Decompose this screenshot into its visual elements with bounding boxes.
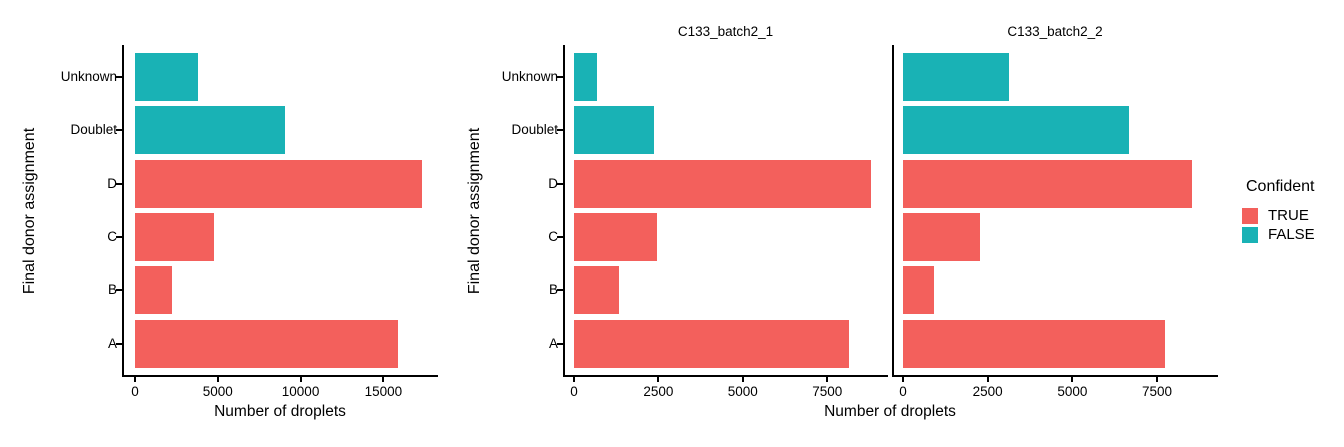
bar-b bbox=[135, 266, 173, 315]
x-axis-title-combined: Number of droplets bbox=[214, 403, 346, 420]
x-tick-mark bbox=[657, 377, 660, 382]
legend-item-true: TRUE bbox=[1242, 207, 1309, 224]
x-axis-line bbox=[122, 375, 438, 377]
facet-strip-1: C133_batch2_1 bbox=[563, 18, 888, 44]
legend-label-false: FALSE bbox=[1268, 226, 1315, 243]
bar-d bbox=[135, 159, 422, 208]
x-tick-mark bbox=[134, 377, 136, 382]
bar-doublet bbox=[135, 106, 285, 155]
x-tick-mark bbox=[741, 377, 744, 382]
x-tick-mark bbox=[1156, 377, 1159, 382]
bar-c bbox=[135, 212, 214, 261]
x-tick-label: 0 bbox=[131, 384, 139, 399]
bar-d bbox=[903, 159, 1193, 208]
x-tick-label: 7500 bbox=[812, 384, 843, 399]
bar-unknown bbox=[903, 53, 1009, 101]
y-category-label-doublet: Doublet bbox=[511, 122, 558, 138]
y-axis-title-facets: Final donor assignment bbox=[466, 127, 483, 295]
y-tick-mark bbox=[557, 342, 563, 345]
y-tick-mark bbox=[116, 342, 122, 345]
x-axis-line bbox=[892, 375, 1218, 377]
x-tick-label: 0 bbox=[899, 384, 907, 399]
x-tick-label: 10000 bbox=[281, 384, 320, 399]
x-tick-mark bbox=[1071, 377, 1074, 382]
facet2-chart-panel bbox=[892, 45, 1218, 377]
legend-label-true: TRUE bbox=[1268, 207, 1309, 224]
y-category-label-b: B bbox=[107, 282, 117, 298]
y-tick-mark bbox=[116, 235, 122, 238]
x-tick-mark bbox=[902, 377, 904, 382]
x-tick-label: 5000 bbox=[1057, 384, 1088, 399]
x-tick-label: 2500 bbox=[643, 384, 674, 399]
x-tick-label: 5000 bbox=[727, 384, 758, 399]
x-axis-title-facets: Number of droplets bbox=[824, 403, 956, 420]
y-category-label-d: D bbox=[107, 175, 117, 191]
y-tick-mark bbox=[557, 235, 563, 238]
y-category-label-c: C bbox=[107, 228, 117, 244]
facet-strip-2: C133_batch2_2 bbox=[892, 18, 1218, 44]
bar-b bbox=[903, 266, 935, 315]
facet-strip-1-label: C133_batch2_1 bbox=[677, 23, 774, 39]
x-tick-label: 7500 bbox=[1142, 384, 1173, 399]
x-tick-label: 15000 bbox=[364, 384, 403, 399]
x-axis-line bbox=[563, 375, 888, 377]
y-axis-title-combined: Final donor assignment bbox=[21, 127, 38, 295]
x-tick-mark bbox=[573, 377, 575, 382]
y-category-label-a: A bbox=[107, 335, 117, 351]
bar-c bbox=[903, 212, 981, 261]
x-tick-mark bbox=[216, 377, 219, 382]
y-tick-mark bbox=[557, 289, 563, 292]
facet-strip-2-label: C133_batch2_2 bbox=[1007, 23, 1103, 39]
y-tick-mark bbox=[116, 289, 122, 292]
x-tick-label: 2500 bbox=[972, 384, 1003, 399]
bar-a bbox=[903, 319, 1165, 368]
bar-unknown bbox=[135, 53, 198, 101]
x-tick-label: 5000 bbox=[202, 384, 233, 399]
y-axis-line bbox=[892, 45, 894, 377]
bar-unknown bbox=[574, 53, 597, 101]
legend-item-false: FALSE bbox=[1242, 226, 1315, 243]
bar-a bbox=[574, 319, 849, 368]
y-category-label-a: A bbox=[548, 335, 558, 351]
x-tick-mark bbox=[986, 377, 989, 382]
x-tick-label: 0 bbox=[570, 384, 578, 399]
legend-swatch-false bbox=[1242, 226, 1258, 243]
legend-title: Confident bbox=[1246, 178, 1315, 195]
y-tick-mark bbox=[116, 182, 122, 185]
bar-b bbox=[574, 266, 619, 315]
y-category-label-b: B bbox=[548, 282, 558, 298]
x-tick-mark bbox=[299, 377, 302, 382]
y-tick-mark bbox=[116, 129, 122, 132]
bar-doublet bbox=[903, 106, 1129, 155]
y-tick-mark bbox=[557, 129, 563, 132]
bar-doublet bbox=[574, 106, 655, 155]
facet1-chart-panel bbox=[563, 45, 888, 377]
y-category-label-unknown: Unknown bbox=[60, 69, 117, 84]
x-tick-mark bbox=[826, 377, 829, 382]
y-category-label-c: C bbox=[548, 228, 558, 244]
y-category-label-doublet: Doublet bbox=[70, 122, 117, 138]
bar-d bbox=[574, 159, 871, 208]
legend-swatch-true bbox=[1242, 207, 1258, 224]
combined-chart-panel bbox=[122, 45, 438, 377]
bar-c bbox=[574, 212, 658, 261]
y-tick-mark bbox=[116, 76, 122, 78]
bar-a bbox=[135, 319, 398, 368]
y-category-label-unknown: Unknown bbox=[501, 69, 558, 84]
y-tick-mark bbox=[557, 76, 563, 78]
x-tick-mark bbox=[382, 377, 385, 382]
y-axis-line bbox=[122, 45, 124, 377]
y-category-label-d: D bbox=[548, 175, 558, 191]
y-tick-mark bbox=[557, 182, 563, 185]
y-axis-line bbox=[563, 45, 565, 377]
